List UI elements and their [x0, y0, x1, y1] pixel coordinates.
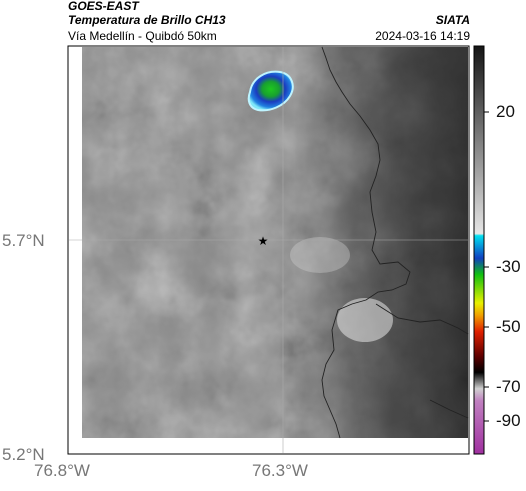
station-star-icon: ★ — [258, 234, 269, 248]
region-subtitle: Vía Medellín - Quibdó 50km — [68, 29, 217, 43]
datetime-label: 2024-03-16 14:19 — [375, 29, 470, 43]
lon-label-76.8: 76.8°W — [34, 461, 90, 480]
organization-label: SIATA — [435, 13, 470, 27]
colorbar-tick-20: 20 — [496, 102, 515, 121]
colorbar-tick-minus50: -50 — [496, 317, 521, 336]
admin-border — [321, 46, 411, 439]
admin-border-east — [429, 399, 469, 419]
admin-border-branch — [375, 303, 469, 335]
lat-label-5.2: 5.2°N — [2, 445, 45, 464]
product-title: Temperatura de Brillo CH13 — [68, 13, 226, 27]
cold-cloud-cell — [247, 70, 294, 112]
colorbar — [473, 45, 485, 455]
lon-label-76.3: 76.3°W — [252, 461, 308, 480]
satellite-title: GOES-EAST — [68, 0, 139, 13]
colorbar-tick-minus90: -90 — [496, 411, 521, 430]
lat-label-5.7: 5.7°N — [2, 231, 45, 250]
colorbar-tick-minus70: -70 — [496, 377, 521, 396]
colorbar-tick-minus30: -30 — [496, 257, 521, 276]
